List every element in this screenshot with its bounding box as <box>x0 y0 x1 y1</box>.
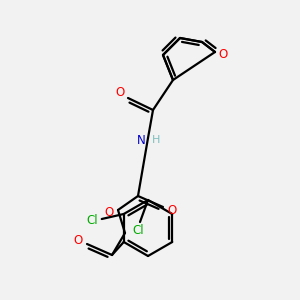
Text: O: O <box>218 47 228 61</box>
Text: Cl: Cl <box>86 214 98 227</box>
Text: O: O <box>116 86 124 100</box>
Text: O: O <box>167 203 177 217</box>
Text: H: H <box>152 135 160 145</box>
Text: O: O <box>104 206 114 218</box>
Text: O: O <box>74 233 82 247</box>
Text: Cl: Cl <box>132 224 144 236</box>
Text: N: N <box>136 134 146 146</box>
